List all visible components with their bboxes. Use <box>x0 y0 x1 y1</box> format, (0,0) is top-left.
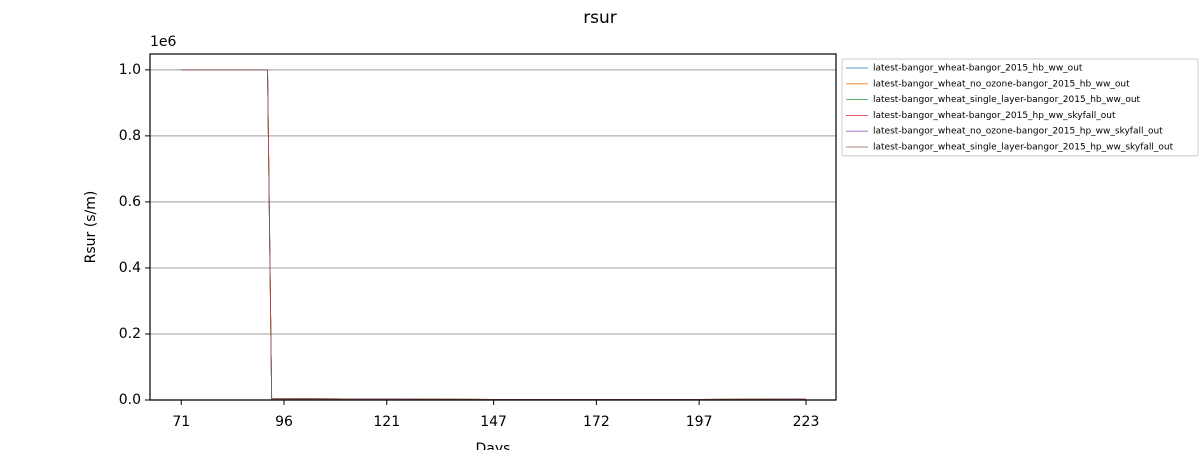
chart-title: rsur <box>583 8 617 28</box>
series-line <box>181 69 806 400</box>
series-line <box>181 69 806 400</box>
x-tick-label: 71 <box>172 414 190 430</box>
legend-label: latest-bangor_wheat_single_layer-bangor_… <box>873 143 1174 153</box>
y-tick-label: 1.0 <box>119 62 141 78</box>
y-axis-label: Rsur (s/m) <box>83 191 99 264</box>
plot-frame <box>149 53 837 401</box>
y-tick-label: 0.8 <box>119 128 141 144</box>
y-tick-label: 0.6 <box>119 194 141 210</box>
legend-box <box>841 58 1199 157</box>
legend-label: latest-bangor_wheat_single_layer-bangor_… <box>873 95 1141 105</box>
legend: latest-bangor_wheat-bangor_2015_hb_ww_ou… <box>841 58 1199 157</box>
x-tick-label: 96 <box>275 414 293 430</box>
x-tick-label: 172 <box>583 414 610 430</box>
y-offset-label: 1e6 <box>150 34 177 50</box>
series-line <box>181 69 806 400</box>
y-tick-label: 0.0 <box>119 392 141 408</box>
series-line <box>181 69 806 400</box>
legend-label: latest-bangor_wheat-bangor_2015_hb_ww_ou… <box>873 64 1083 74</box>
x-tick-label: 121 <box>373 414 400 430</box>
y-tick-label: 0.2 <box>119 326 141 342</box>
series-line <box>181 69 806 400</box>
series-line <box>181 69 806 400</box>
y-tick-label: 0.4 <box>119 260 141 276</box>
x-axis-label: Days <box>476 441 511 450</box>
x-tick-label: 197 <box>686 414 713 430</box>
legend-label: latest-bangor_wheat_no_ozone-bangor_2015… <box>873 79 1130 89</box>
legend-label: latest-bangor_wheat-bangor_2015_hp_ww_sk… <box>873 111 1116 121</box>
x-tick-label: 223 <box>793 414 820 430</box>
legend-label: latest-bangor_wheat_no_ozone-bangor_2015… <box>873 127 1163 137</box>
x-tick-label: 147 <box>480 414 507 430</box>
